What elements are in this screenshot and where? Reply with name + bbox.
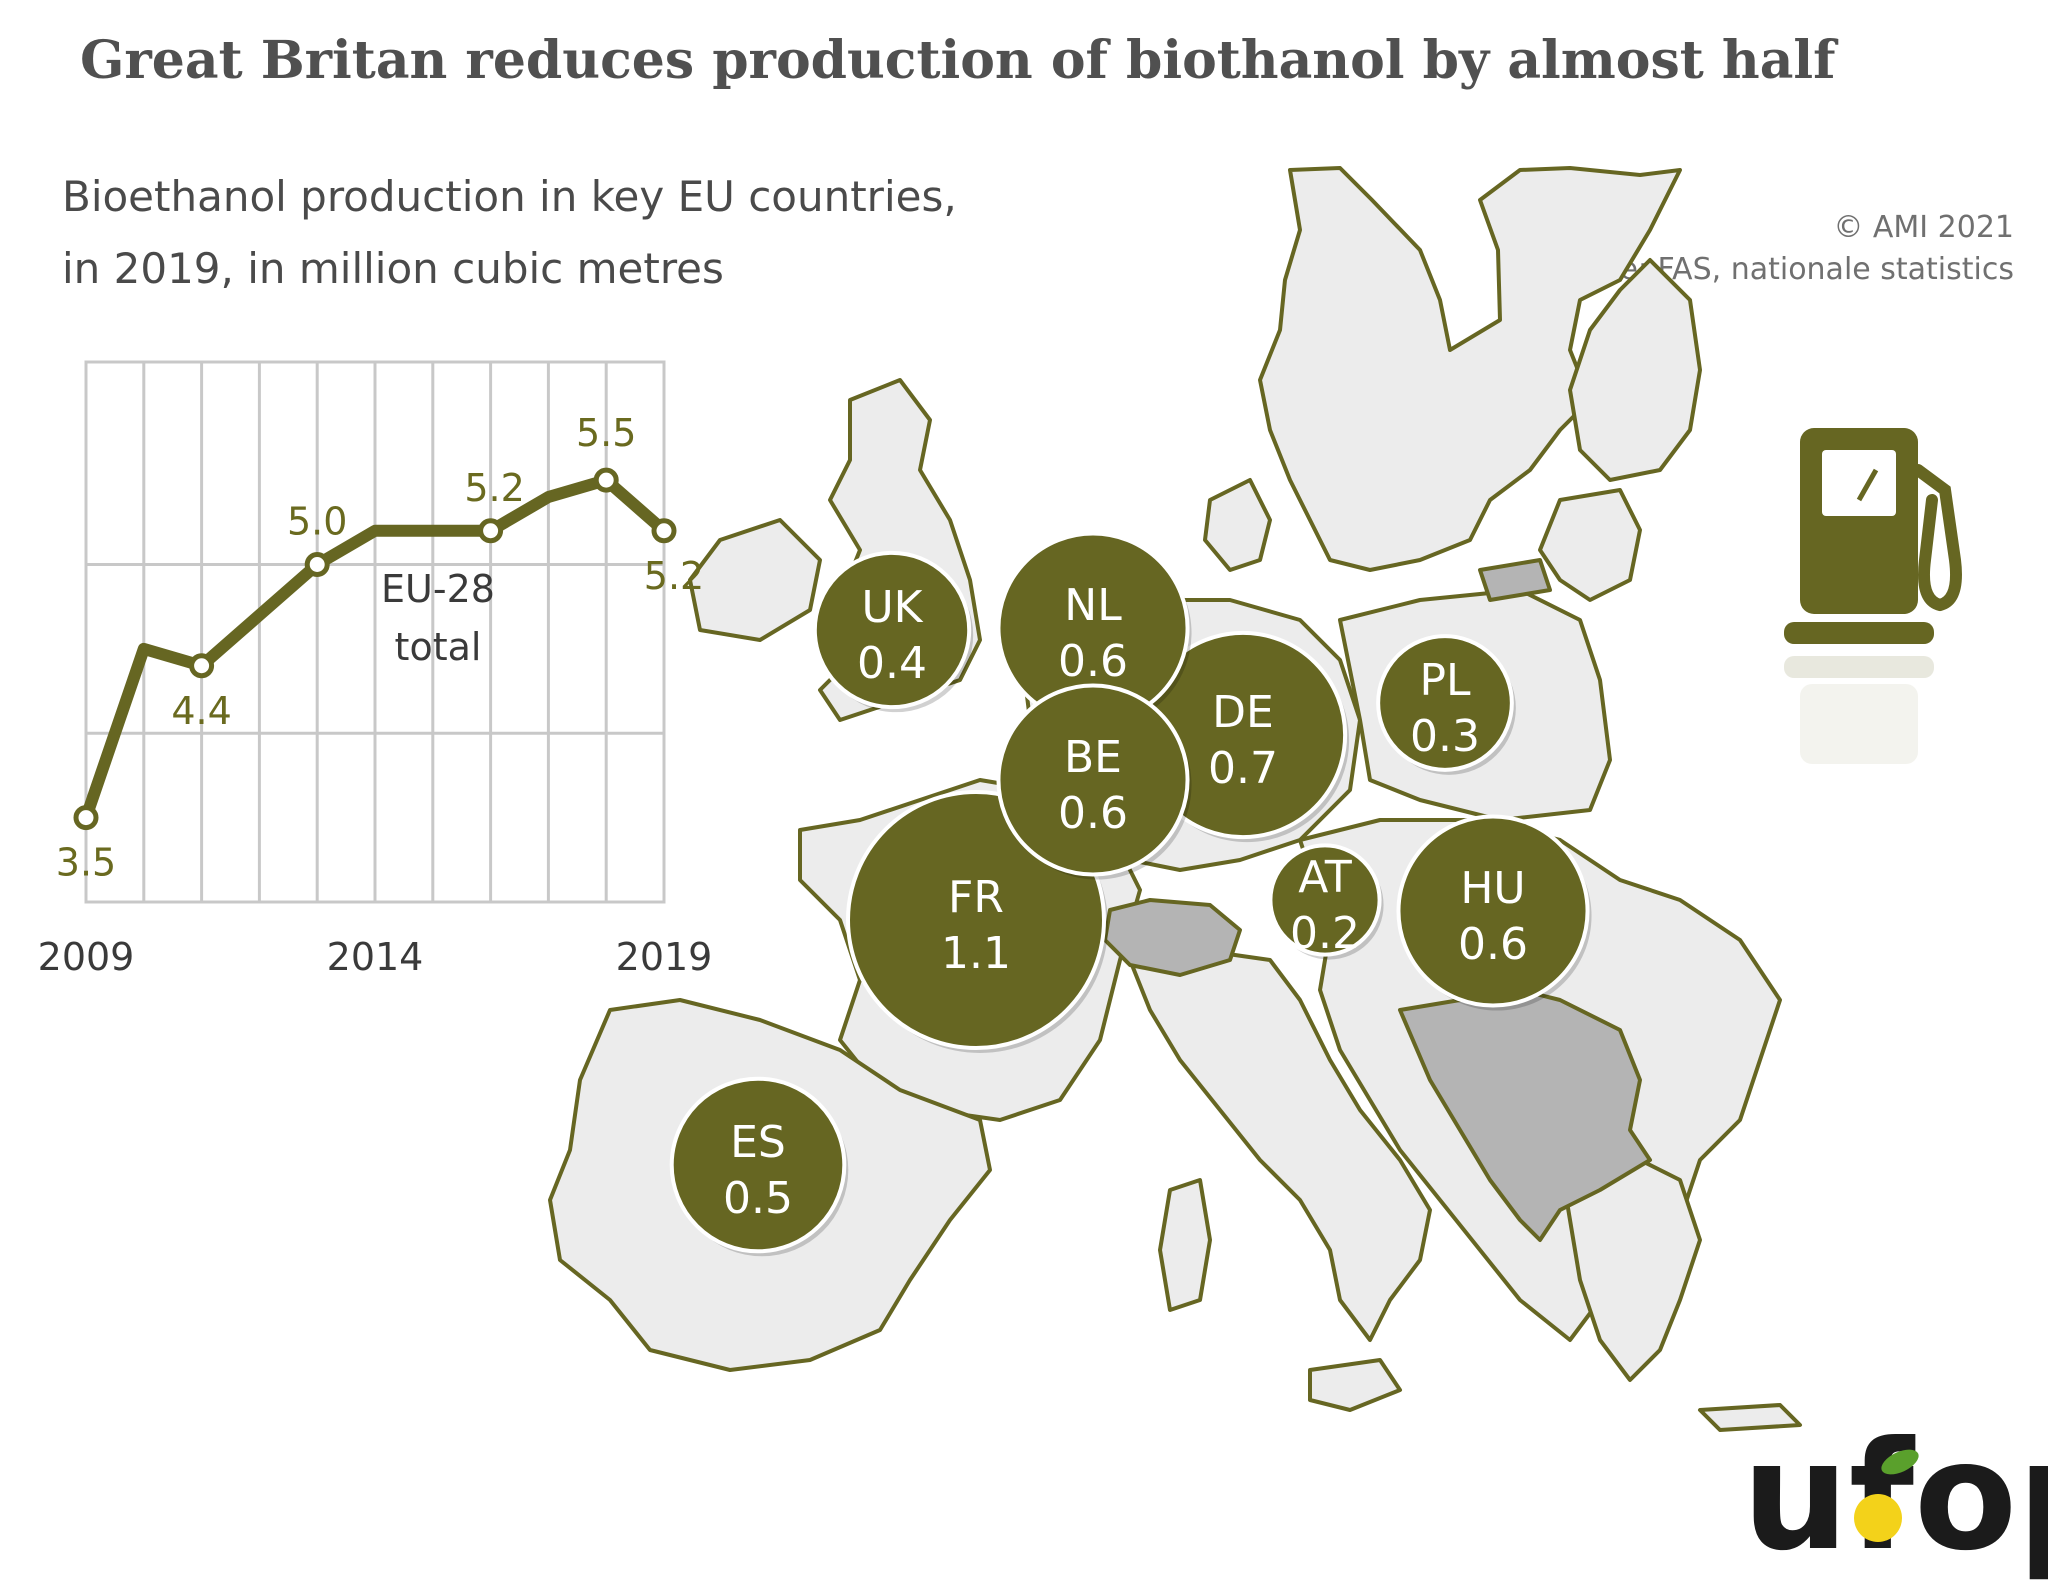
bubble-value: 0.6: [1058, 788, 1128, 839]
map-sardinia: [1158, 1178, 1212, 1312]
eu28-total-line: [80, 474, 670, 824]
map-crete: [1698, 1403, 1802, 1432]
bubble-uk: [812, 550, 972, 710]
bubble-code: FR: [948, 872, 1004, 923]
chart-annotation-line-1: EU-28: [381, 567, 495, 611]
bubble-code: HU: [1460, 863, 1525, 914]
bubble-value: 0.4: [857, 638, 927, 689]
data-label: 5.2: [644, 554, 704, 598]
x-tick-label: 2009: [38, 935, 135, 979]
line-chart-grid: 2009 2014 2019: [38, 360, 713, 979]
bubble-code: BE: [1064, 732, 1122, 783]
data-label: 5.5: [576, 411, 636, 455]
ufop-logo: ufop: [1742, 1410, 2048, 1584]
bubble-value: 0.7: [1208, 743, 1278, 794]
map-kaliningrad: [1478, 558, 1552, 602]
data-point: [593, 467, 619, 493]
map-sicily: [1308, 1358, 1402, 1412]
map-denmark: [1203, 478, 1272, 572]
bubble-code: DE: [1212, 687, 1274, 738]
bubble-pl: [1376, 634, 1514, 772]
map-baltics: [1538, 488, 1642, 602]
bubble-value: 0.6: [1458, 919, 1528, 970]
copyright-note: © AMI 2021: [1833, 210, 2014, 245]
data-label: 5.0: [287, 500, 347, 544]
data-point: [189, 653, 215, 679]
data-point: [651, 518, 677, 544]
map-greece: [1558, 1148, 1702, 1382]
x-tick-label: 2014: [327, 935, 424, 979]
map-scandinavia: [1258, 166, 1682, 572]
subtitle-line-1: Bioethanol production in key EU countrie…: [62, 172, 957, 221]
fuel-pump-icon: [1784, 428, 1962, 764]
bubble-value: 0.6: [1058, 636, 1128, 687]
bubble-value: 0.3: [1410, 711, 1480, 762]
map-italy: [1128, 948, 1432, 1342]
bubble-code: NL: [1064, 580, 1122, 631]
bubble-code: PL: [1419, 655, 1471, 706]
data-label: 3.5: [56, 841, 116, 885]
data-point: [304, 552, 330, 577]
data-point: [73, 805, 99, 831]
data-label: 5.2: [464, 466, 524, 510]
bubble-code: ES: [730, 1117, 786, 1168]
bubble-hu: [1396, 814, 1590, 1008]
bubble-code: AT: [1298, 852, 1352, 903]
chart-annotation-line-2: total: [395, 625, 482, 669]
bubble-value: 0.5: [723, 1173, 793, 1224]
bubble-es: [669, 1076, 847, 1254]
bubble-value: 1.1: [941, 928, 1011, 979]
subtitle-line-2: in 2019, in million cubic metres: [62, 244, 724, 293]
bubble-at: [1268, 843, 1382, 957]
chart-title: Great Britan reduces production of bioth…: [80, 30, 1836, 91]
line-chart-series: 3.5 4.4 5.0 5.2 5.5 5.2: [56, 411, 704, 885]
map-switzerland: [1103, 898, 1242, 977]
data-label: 4.4: [171, 689, 231, 733]
map-finland: [1568, 258, 1702, 482]
map-ireland: [688, 518, 822, 642]
bubble-be: [996, 683, 1190, 877]
svg-text:ufop: ufop: [1742, 1410, 2048, 1584]
data-point: [478, 518, 504, 544]
x-tick-label: 2019: [616, 935, 713, 979]
bubble-value: 0.2: [1290, 908, 1360, 959]
bubble-code: UK: [861, 582, 923, 633]
